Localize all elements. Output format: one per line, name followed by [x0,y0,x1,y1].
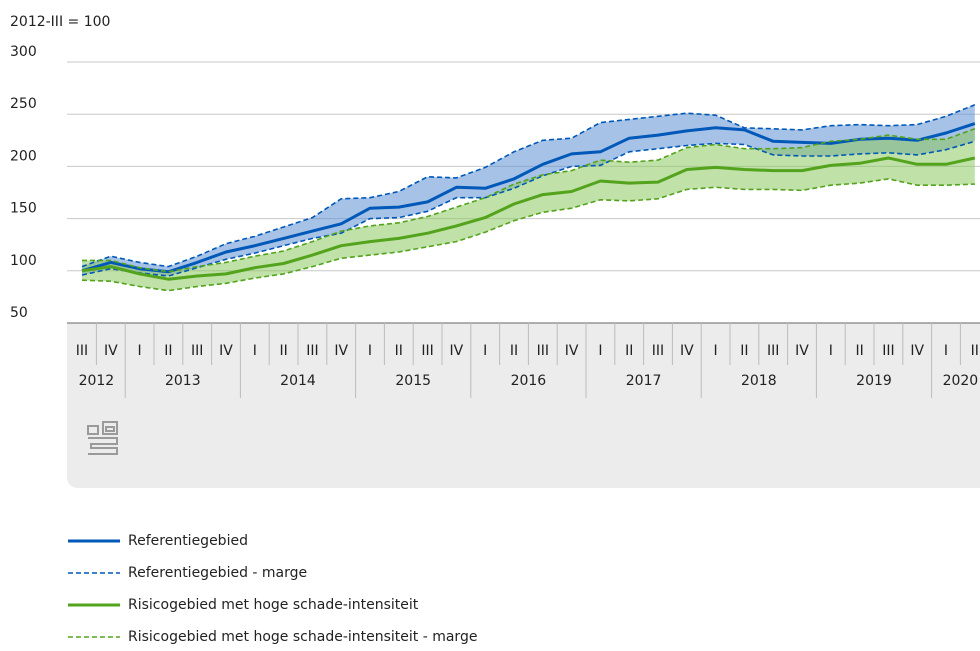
year-label: 2020 [943,373,979,389]
x-tick-label: I [598,343,602,359]
margin-line [81,140,976,277]
margin-line [81,178,975,292]
x-tick-label: III [767,343,779,359]
x-tick-label: I [829,343,833,359]
margin-line [81,104,976,268]
series-line [81,156,976,281]
legend-label: Referentiegebied [128,533,248,549]
axis-background [67,323,980,488]
x-tick-label: IV [680,343,694,359]
x-tick-label: IV [795,343,809,359]
x-tick-label: I [944,343,948,359]
x-tick-label: I [138,343,142,359]
x-tick-label: III [421,343,433,359]
year-label: 2018 [741,373,777,389]
x-tick-label: IV [565,343,579,359]
year-label: 2013 [165,373,201,389]
x-tick-label: II [625,343,633,359]
x-tick-label: III [652,343,664,359]
year-label: 2016 [511,373,547,389]
y-tick-label: 100 [10,253,37,269]
x-tick-label: III [306,343,318,359]
y-axis-label: 2012-III = 100 [10,14,110,30]
series-line [81,122,976,274]
x-tick-label: II [971,343,979,359]
y-tick-label: 150 [10,201,37,217]
legend-label: Referentiegebied - marge [128,565,307,581]
year-label: 2014 [280,373,316,389]
y-tick-label: 200 [10,148,37,164]
y-tick-label: 50 [10,305,28,321]
x-tick-label: III [76,343,88,359]
x-tick-label: II [740,343,748,359]
x-tick-label: III [882,343,894,359]
x-tick-label: II [395,343,403,359]
x-tick-label: III [191,343,203,359]
x-tick-label: II [855,343,863,359]
year-label: 2019 [856,373,892,389]
year-label: 2015 [395,373,431,389]
x-tick-label: II [164,343,172,359]
x-tick-label: II [510,343,518,359]
legend-label: Risicogebied met hoge schade-intensiteit… [128,629,477,645]
x-tick-label: I [368,343,372,359]
x-tick-label: IV [910,343,924,359]
year-label: 2012 [79,373,115,389]
margin-line [82,128,976,273]
plot [81,104,976,292]
x-tick-label: IV [219,343,233,359]
x-tick-label: II [279,343,287,359]
x-tick-label: IV [104,343,118,359]
x-tick-label: I [714,343,718,359]
x-tick-label: I [483,343,487,359]
x-tick-label: IV [450,343,464,359]
y-tick-label: 250 [10,96,37,112]
x-tick-label: IV [334,343,348,359]
legend-label: Risicogebied met hoge schade-intensiteit [128,597,419,613]
y-tick-label: 300 [10,44,37,60]
year-label: 2017 [626,373,662,389]
x-tick-label: III [537,343,549,359]
logo [87,421,118,455]
x-tick-label: I [253,343,257,359]
